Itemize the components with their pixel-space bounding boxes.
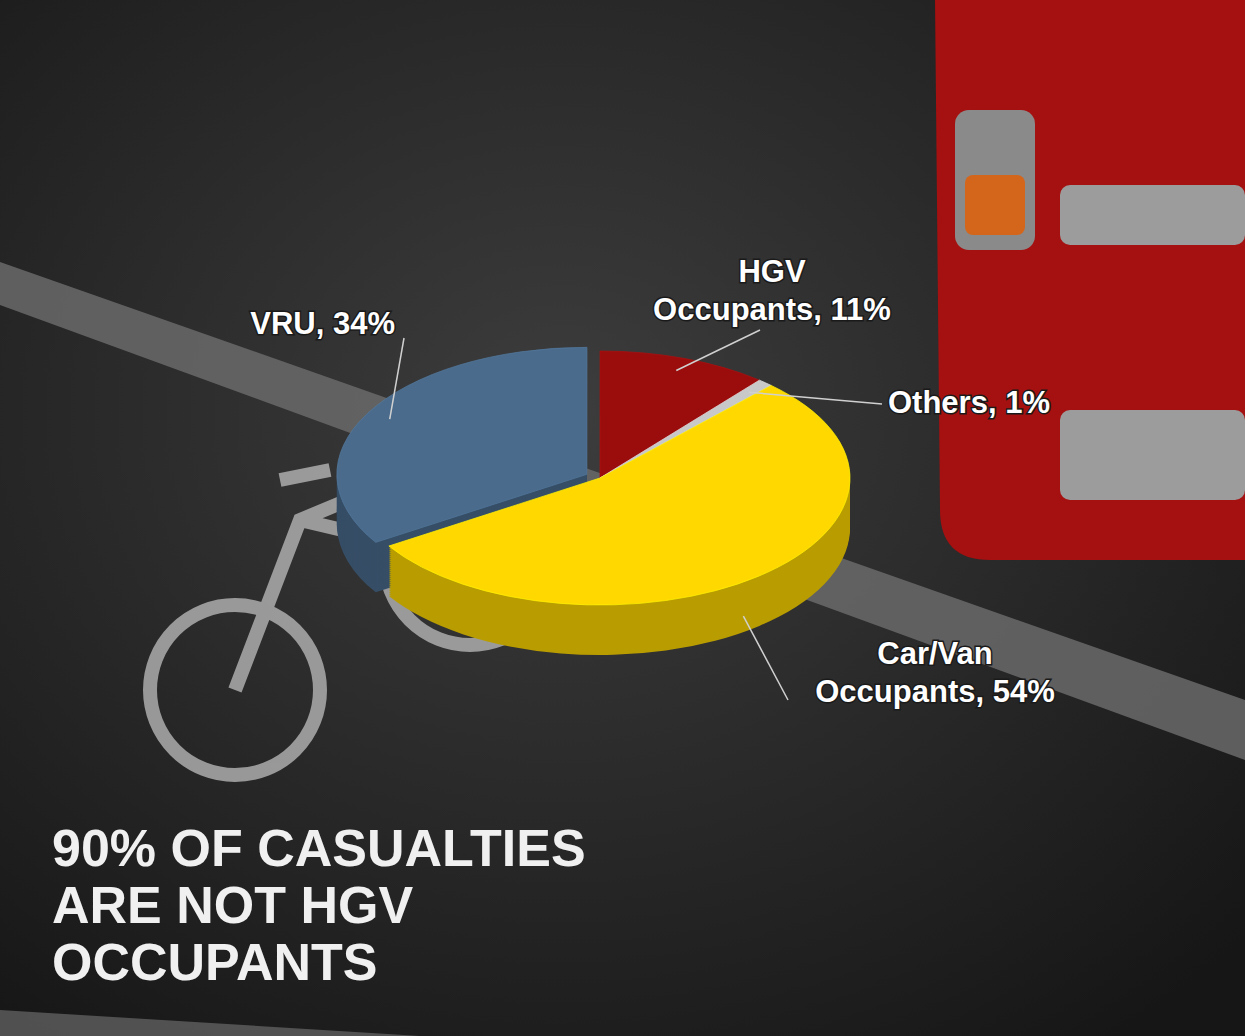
background <box>0 0 1245 1036</box>
data-labels: VRU, 34% HGVOccupants, 11% Others, 1% Car/V… <box>250 254 1054 709</box>
leader-line <box>676 330 760 370</box>
data-label: VRU, 34% <box>250 306 395 341</box>
chart: VRUHGV OccupantsOthersCar/Van OccupantsV… <box>0 0 1245 1036</box>
leader-line <box>390 338 404 419</box>
data-label: Car/VanOccupants, 54% <box>815 636 1054 709</box>
ground <box>0 0 1245 1036</box>
truck-step <box>1060 185 1245 245</box>
bike-seat <box>280 470 330 480</box>
leader-line <box>743 616 788 700</box>
truck-light <box>955 110 1035 250</box>
slice: Car/Van Occupants <box>389 385 850 605</box>
annotation: 90% OF CASUALTIESARE NOT HGVOCCUPANTS <box>52 819 586 991</box>
truck-indicator <box>965 175 1025 235</box>
kerb <box>0 1010 420 1036</box>
data-label: HGVOccupants, 11% <box>653 254 891 327</box>
leader-line <box>749 392 882 404</box>
truck <box>935 0 1245 560</box>
truck-body <box>935 0 1245 560</box>
pie-marks: VRUHGV OccupantsOthersCar/Van Occupants <box>337 347 850 655</box>
truck-step <box>1060 410 1245 500</box>
data-label: Others, 1% <box>888 385 1050 420</box>
